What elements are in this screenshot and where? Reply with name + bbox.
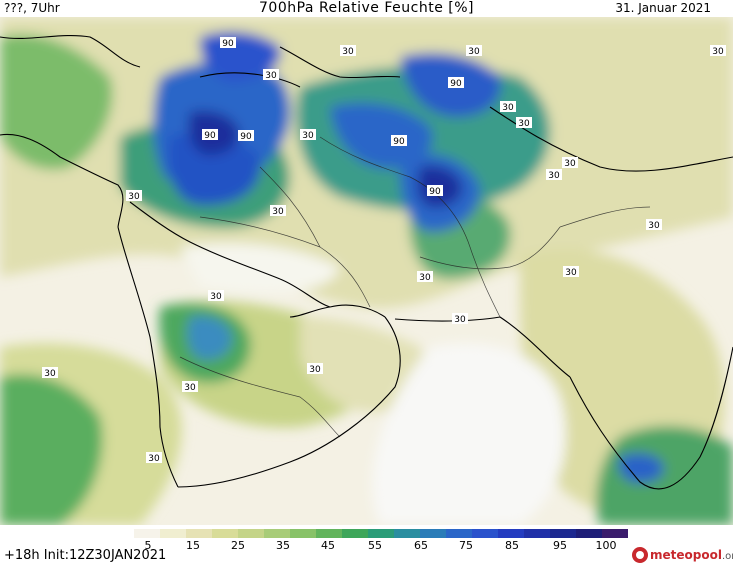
contour-label: 30: [302, 131, 314, 141]
colorbar-segment: [602, 529, 628, 538]
colorbar-segment: [368, 529, 395, 538]
contour-label: 30: [148, 454, 160, 464]
colorbar-tick-label: 25: [231, 539, 245, 552]
contour-label: 30: [265, 71, 277, 81]
contour-label: 30: [502, 103, 514, 113]
contour-label: 30: [210, 292, 222, 302]
forecast-day-label: ???, 7Uhr: [4, 1, 60, 15]
init-time: +18h Init:12Z30JAN2021: [4, 548, 167, 563]
logo-name: meteopool: [650, 548, 722, 562]
colorbar-segment: [160, 529, 187, 538]
colorbar-segment: [290, 529, 317, 538]
contour-label: 90: [204, 131, 216, 141]
contour-label: 30: [419, 273, 431, 283]
colorbar-tick-label: 100: [595, 539, 617, 552]
humidity-field: [0, 17, 733, 525]
colorbar-tick-label: 35: [276, 539, 290, 552]
forecast-date: 31. Januar 2021: [615, 1, 711, 15]
colorbar-tick-label: 15: [186, 539, 200, 552]
colorbar-segment: [342, 529, 369, 538]
contour-label: 30: [712, 47, 724, 57]
contour-label: 30: [468, 47, 480, 57]
colorbar-segment: [186, 529, 213, 538]
contour-label: 30: [184, 383, 196, 393]
contour-labels: 90 90 30 30 90 30 90 30 90 90 30 30 30 3…: [42, 37, 726, 464]
contour-label: 90: [429, 187, 441, 197]
contour-label: 30: [454, 315, 466, 325]
colorbar-segment: [446, 529, 473, 538]
country-borders: [179, 136, 651, 438]
contour-label: 90: [393, 137, 405, 147]
contour-label: 30: [128, 192, 140, 202]
humidity-map: 90 90 30 30 90 30 90 30 90 90 30 30 30 3…: [0, 17, 733, 525]
contour-label: 90: [450, 79, 462, 89]
colorbar-segment: [472, 529, 499, 538]
contour-label: 30: [309, 365, 321, 375]
contour-label: 30: [342, 47, 354, 57]
colorbar-tick-label: 85: [505, 539, 519, 552]
colorbar-segment: [420, 529, 447, 538]
colorbar-segment: [238, 529, 265, 538]
colorbar-segment: [498, 529, 525, 538]
colorbar-segment: [524, 529, 551, 538]
colorbar-tick-label: 65: [414, 539, 428, 552]
colorbar-tick-label: 55: [368, 539, 382, 552]
contour-label: 30: [548, 171, 560, 181]
colorbar-tick-label: 95: [553, 539, 567, 552]
colorbar-tick-label: 5: [144, 539, 152, 552]
colorbar-segment: [212, 529, 239, 538]
contour-label: 30: [565, 268, 577, 278]
colorbar-segment: [108, 529, 135, 538]
meteopool-logo[interactable]: meteopool.org: [632, 546, 733, 564]
colorbar-segment: [550, 529, 577, 538]
contour-label: 30: [44, 369, 56, 379]
colorbar-segment: [264, 529, 291, 538]
contour-label: 90: [240, 132, 252, 142]
meteopool-logo-icon: [632, 547, 648, 563]
colorbar-segment: [576, 529, 603, 538]
map-title: 700hPa Relative Feuchte [%]: [259, 0, 474, 16]
colorbar-tick-label: 75: [459, 539, 473, 552]
colorbar-segment: [134, 529, 161, 538]
contour-label: 30: [518, 119, 530, 129]
contour-label: 30: [272, 207, 284, 217]
colorbar-tick-label: 45: [321, 539, 335, 552]
contour-label: 30: [648, 221, 660, 231]
colorbar-segment: [316, 529, 343, 538]
colorbar-segment: [394, 529, 421, 538]
contour-label: 90: [222, 39, 234, 49]
logo-domain: .org: [721, 551, 733, 562]
contour-label: 30: [564, 159, 576, 169]
colorbar: [108, 529, 628, 538]
